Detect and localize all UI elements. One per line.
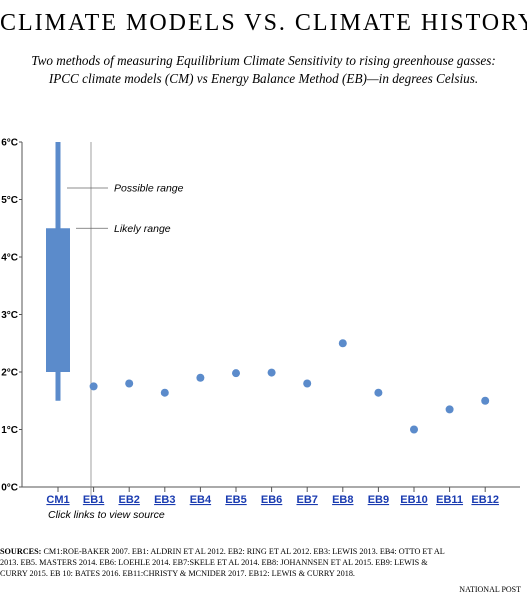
y-tick-label: 2°C xyxy=(1,368,18,379)
likely-range-label: Likely range xyxy=(114,223,171,235)
source-link-eb9[interactable]: EB9 xyxy=(368,494,389,506)
credit: NATIONAL POST xyxy=(459,585,521,594)
chart-subtitle: Two methods of measuring Equilibrium Cli… xyxy=(0,52,527,88)
sources-line-2: 2013. EB5. MASTERS 2014. EB6: LOEHLE 201… xyxy=(0,558,428,567)
data-point-eb7 xyxy=(303,379,312,388)
chart-title: CLIMATE MODELS VS. CLIMATE HISTORY xyxy=(0,10,527,36)
sources-block: SOURCES: CM1:ROE-BAKER 2007. EB1: ALDRIN… xyxy=(0,546,527,579)
y-tick-label: 1°C xyxy=(1,425,18,436)
source-link-cm1[interactable]: CM1 xyxy=(46,494,69,506)
subtitle-line-1: Two methods of measuring Equilibrium Cli… xyxy=(31,53,496,68)
source-link-eb6[interactable]: EB6 xyxy=(261,494,282,506)
subtitle-line-2: IPCC climate models (CM) vs Energy Balan… xyxy=(48,71,479,86)
data-point-eb6 xyxy=(267,368,276,377)
data-point-eb3 xyxy=(160,388,169,397)
data-point-eb11 xyxy=(445,405,454,414)
cm1-likely-range xyxy=(46,228,70,372)
y-tick-label: 4°C xyxy=(1,253,18,264)
data-point-eb4 xyxy=(196,373,205,382)
y-tick-label: 5°C xyxy=(1,195,18,206)
sources-line-1: CM1:ROE-BAKER 2007. EB1: ALDRIN ET AL 20… xyxy=(41,547,445,556)
source-link-eb2[interactable]: EB2 xyxy=(118,494,139,506)
data-point-eb2 xyxy=(125,379,134,388)
y-tick-label: 6°C xyxy=(1,138,18,149)
source-link-eb1[interactable]: EB1 xyxy=(83,494,104,506)
sources-line-3: CURRY 2015. EB 10: BATES 2016. EB11:CHRI… xyxy=(0,569,355,578)
data-point-eb1 xyxy=(89,382,98,391)
data-point-eb9 xyxy=(374,388,383,397)
source-link-eb3[interactable]: EB3 xyxy=(154,494,175,506)
click-links-note: Click links to view source xyxy=(48,509,165,521)
data-point-eb10 xyxy=(410,425,418,434)
data-point-eb12 xyxy=(481,396,490,405)
data-point-eb5 xyxy=(232,369,240,378)
source-link-eb12[interactable]: EB12 xyxy=(471,494,499,506)
source-link-eb5[interactable]: EB5 xyxy=(225,494,246,506)
sources-label: SOURCES: xyxy=(0,547,42,556)
data-point-eb8 xyxy=(338,339,347,348)
source-link-eb11[interactable]: EB11 xyxy=(436,494,463,506)
possible-range-label: Possible range xyxy=(114,183,184,195)
y-tick-label: 3°C xyxy=(1,310,18,321)
source-link-eb7[interactable]: EB7 xyxy=(296,494,317,506)
source-link-eb10[interactable]: EB10 xyxy=(400,494,428,506)
y-tick-label: 0°C xyxy=(1,483,18,494)
source-link-eb4[interactable]: EB4 xyxy=(190,494,212,506)
source-link-eb8[interactable]: EB8 xyxy=(332,494,353,506)
